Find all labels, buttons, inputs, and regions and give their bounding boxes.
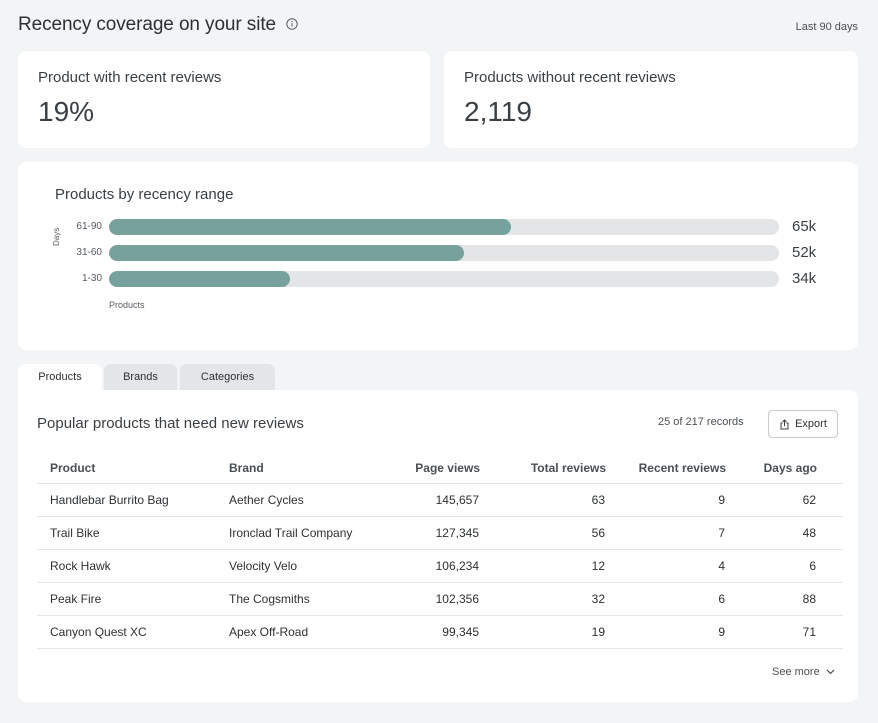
stat-value: 2,119 — [464, 96, 532, 127]
bar-track — [109, 271, 779, 287]
tab-brands[interactable]: Brands — [104, 364, 177, 391]
cell-days-ago: 88 — [802, 592, 816, 606]
page-title: Recency coverage on your site — [18, 14, 276, 35]
export-label: Export — [795, 418, 827, 430]
table-row[interactable]: Rock Hawk Velocity Velo 106,234 12 4 6 — [37, 549, 843, 582]
tab-categories[interactable]: Categories — [180, 364, 275, 391]
cell-recent-reviews: 6 — [718, 592, 725, 606]
recency-chart-card: Products by recency range Days Products … — [18, 162, 858, 350]
stat-value: 19% — [38, 96, 95, 127]
date-range-label: Last 90 days — [795, 21, 858, 33]
cell-total-reviews: 63 — [591, 493, 605, 507]
bar-track — [109, 219, 779, 235]
chart-title: Products by recency range — [55, 186, 234, 203]
bar-fill — [109, 219, 511, 235]
table-row[interactable]: Trail Bike Ironclad Trail Company 127,345 5… — [37, 516, 843, 549]
stat-label: Product with recent reviews — [38, 69, 222, 86]
x-axis-title: Products — [109, 300, 145, 310]
cell-brand: The Cogsmiths — [229, 592, 310, 606]
cell-page-views: 99,345 — [442, 625, 479, 639]
bar-value-label: 34k — [792, 270, 817, 287]
cell-product: Handlebar Burrito Bag — [50, 493, 169, 507]
cell-product: Canyon Quest XC — [50, 625, 147, 639]
bar-row-61-90: 61-90 65k — [18, 218, 858, 236]
bar-category-label: 31-60 — [76, 247, 102, 258]
tab-products[interactable]: Products — [18, 364, 102, 391]
cell-brand: Velocity Velo — [229, 559, 298, 573]
bar-fill — [109, 271, 290, 287]
bar-row-31-60: 31-60 52k — [18, 244, 858, 262]
see-more-label: See more — [772, 666, 820, 678]
column-header-total-reviews[interactable]: Total reviews — [530, 461, 606, 475]
table-bottom-divider — [37, 648, 843, 649]
stat-card-without-recent-reviews: Products without recent reviews 2,119 — [444, 51, 858, 148]
chevron-down-icon — [826, 669, 835, 675]
cell-brand: Ironclad Trail Company — [229, 526, 353, 540]
cell-recent-reviews: 9 — [718, 493, 725, 507]
cell-recent-reviews: 7 — [718, 526, 725, 540]
cell-page-views: 106,234 — [435, 559, 479, 573]
table-row[interactable]: Canyon Quest XC Apex Off-Road 99,345 19 9 71 — [37, 615, 843, 648]
column-header-product[interactable]: Product — [50, 461, 96, 475]
cell-total-reviews: 19 — [591, 625, 605, 639]
bar-row-1-30: 1-30 34k — [18, 270, 858, 288]
cell-page-views: 127,345 — [435, 526, 479, 540]
stat-label: Products without recent reviews — [464, 69, 676, 86]
column-header-recent-reviews[interactable]: Recent reviews — [638, 461, 726, 475]
cell-days-ago: 48 — [802, 526, 816, 540]
cell-page-views: 102,356 — [435, 592, 479, 606]
column-header-days-ago[interactable]: Days ago — [763, 461, 817, 475]
stat-card-recent-reviews: Product with recent reviews 19% — [18, 51, 430, 148]
bar-category-label: 61-90 — [76, 221, 102, 232]
column-header-page-views[interactable]: Page views — [415, 461, 480, 475]
cell-days-ago: 62 — [802, 493, 816, 507]
cell-days-ago: 6 — [809, 559, 816, 573]
cell-product: Rock Hawk — [50, 559, 111, 573]
cell-total-reviews: 56 — [591, 526, 605, 540]
cell-days-ago: 71 — [802, 625, 816, 639]
products-table-card: Popular products that need new reviews 2… — [18, 390, 858, 702]
info-icon[interactable] — [286, 18, 299, 30]
bar-value-label: 52k — [792, 244, 817, 261]
bar-category-label: 1-30 — [81, 273, 102, 284]
cell-page-views: 145,657 — [435, 493, 479, 507]
bar-track — [109, 245, 779, 261]
see-more-button[interactable]: See more — [772, 666, 835, 678]
column-header-brand[interactable]: Brand — [229, 461, 264, 475]
export-button[interactable]: Export — [768, 410, 838, 438]
table-title: Popular products that need new reviews — [37, 415, 304, 432]
bar-value-label: 65k — [792, 218, 817, 235]
table-row[interactable]: Handlebar Burrito Bag Aether Cycles 145,65… — [37, 483, 843, 516]
table-row[interactable]: Peak Fire The Cogsmiths 102,356 32 6 88 — [37, 582, 843, 615]
cell-brand: Aether Cycles — [229, 493, 304, 507]
cell-product: Trail Bike — [50, 526, 100, 540]
cell-brand: Apex Off-Road — [229, 625, 309, 639]
bar-fill — [109, 245, 465, 261]
cell-recent-reviews: 4 — [718, 559, 725, 573]
cell-total-reviews: 32 — [591, 592, 605, 606]
records-count: 25 of 217 records — [658, 416, 744, 428]
cell-recent-reviews: 9 — [718, 625, 725, 639]
cell-total-reviews: 12 — [591, 559, 605, 573]
page-header: Recency coverage on your site Last 90 da… — [18, 14, 858, 40]
share-icon — [780, 418, 789, 429]
cell-product: Peak Fire — [50, 592, 102, 606]
